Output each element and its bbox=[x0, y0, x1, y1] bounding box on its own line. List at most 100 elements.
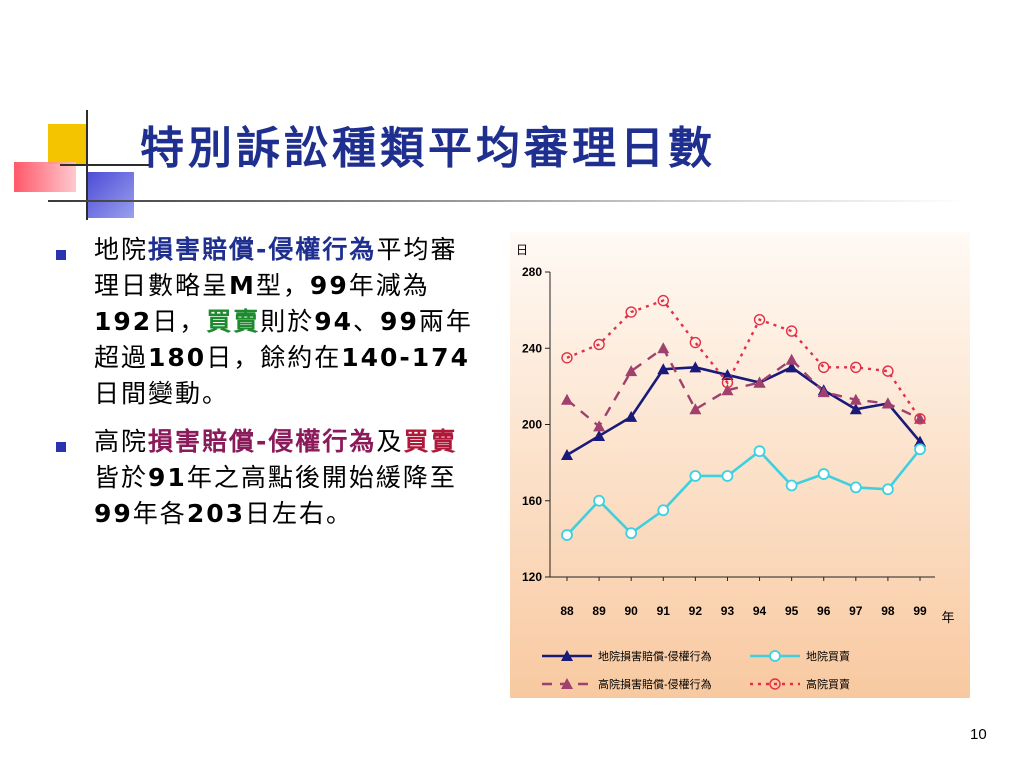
bullet-segment: 日間變動。 bbox=[94, 379, 230, 408]
data-point-triangle bbox=[561, 678, 573, 689]
data-point-circle bbox=[593, 494, 605, 507]
bullet-keyword: 買賣 bbox=[206, 307, 261, 336]
chart-container: 120 160 200 240 280 88 89 90 91 92 93 94 95 96 97 98 99 日… bbox=[510, 232, 970, 698]
data-point-circle bbox=[769, 650, 781, 662]
bullet-number: 192 bbox=[94, 307, 153, 336]
page-number: 10 bbox=[970, 726, 987, 743]
data-point-circle bbox=[849, 481, 862, 494]
data-point-triangle bbox=[881, 397, 894, 409]
data-point-circle bbox=[753, 313, 766, 326]
bullet-text: 高院損害賠償-侵權行為及買賣皆於91年之高點後開始緩降至 99年各203日左右。 bbox=[94, 424, 476, 532]
bullet-square-icon bbox=[56, 250, 66, 260]
series-line bbox=[566, 346, 921, 429]
data-point-triangle bbox=[689, 403, 702, 415]
data-point-circle bbox=[689, 336, 702, 349]
data-point-circle bbox=[721, 376, 734, 389]
data-point-triangle bbox=[721, 368, 734, 380]
data-point-triangle bbox=[689, 361, 702, 373]
bullet-segment: 日左右。 bbox=[245, 499, 354, 528]
data-point-triangle bbox=[593, 420, 606, 432]
y-tick-label: 160 bbox=[522, 494, 542, 508]
bullet-keyword: 買賣 bbox=[403, 427, 458, 456]
data-point-circle bbox=[625, 306, 637, 318]
bullet-segment: 年之高點後開始緩降至 bbox=[186, 463, 457, 492]
x-tick-label: 91 bbox=[657, 604, 671, 618]
bullet-keyword: 損害賠償 bbox=[148, 427, 257, 456]
bullet-item: 地院損害賠償-侵權行為平均審理日數略呈M型，99年減為192日，買賣則於94、9… bbox=[56, 232, 476, 412]
x-tick-label: 94 bbox=[753, 604, 767, 618]
x-tick-label: 97 bbox=[849, 604, 863, 618]
bullet-segment: 年各 bbox=[132, 499, 187, 528]
bullet-number: 203 bbox=[186, 499, 245, 528]
data-point-circle bbox=[817, 468, 830, 480]
data-point-triangle bbox=[657, 342, 670, 354]
legend-label: 地院損害賠償-侵權行為 bbox=[598, 649, 712, 663]
x-tick-label: 92 bbox=[689, 604, 703, 618]
bullet-number: 99 bbox=[94, 499, 133, 528]
bullet-segment: 、 bbox=[353, 307, 381, 336]
x-tick-label: 99 bbox=[913, 604, 927, 618]
data-point-circle bbox=[593, 338, 605, 351]
legend-label: 高院損害賠償-侵權行為 bbox=[598, 677, 712, 691]
data-point-circle bbox=[785, 325, 798, 337]
data-point-circle bbox=[561, 352, 573, 364]
data-point-circle bbox=[882, 365, 894, 377]
bullet-segment: 則於 bbox=[260, 307, 315, 336]
y-tick-label: 280 bbox=[522, 265, 542, 279]
x-tick-label: 95 bbox=[785, 604, 799, 618]
data-point-circle bbox=[914, 443, 926, 456]
data-point-circle bbox=[657, 504, 670, 517]
x-tick-label: 93 bbox=[721, 604, 735, 618]
bullet-keyword: 損害賠償 bbox=[148, 235, 257, 264]
data-point-triangle bbox=[785, 353, 798, 365]
data-point-triangle bbox=[561, 650, 573, 661]
x-tick-label: 89 bbox=[592, 604, 606, 618]
bullet-segment: 平均審理日數略呈 bbox=[94, 235, 458, 300]
data-point-circle bbox=[818, 361, 830, 374]
data-point-triangle bbox=[817, 386, 830, 398]
bullet-segment: 年減為 bbox=[348, 271, 430, 300]
title-rule bbox=[48, 200, 968, 202]
data-point-circle bbox=[914, 413, 926, 425]
bullet-square-icon bbox=[56, 442, 66, 452]
legend-label: 高院買賣 bbox=[806, 677, 850, 691]
y-tick-label: 240 bbox=[522, 341, 542, 355]
bullet-segment: 地院 bbox=[94, 235, 149, 264]
bullet-number: 140-174 bbox=[341, 343, 470, 372]
data-point-circle bbox=[689, 470, 702, 482]
bullet-segment: 日，餘約在 bbox=[206, 343, 342, 372]
x-axis-label: 年 bbox=[941, 610, 954, 625]
bullet-keyword: - bbox=[256, 427, 269, 456]
data-point-triangle bbox=[721, 384, 734, 396]
x-tick-label: 88 bbox=[560, 604, 574, 618]
decor-red-block bbox=[14, 162, 76, 192]
data-point-circle bbox=[657, 294, 669, 307]
data-point-circle bbox=[753, 445, 766, 458]
data-point-circle bbox=[721, 470, 734, 482]
data-point-triangle bbox=[849, 403, 862, 415]
data-point-triangle bbox=[785, 361, 798, 373]
y-tick-label: 200 bbox=[522, 418, 542, 432]
data-point-circle bbox=[769, 678, 781, 690]
line-chart: 120 160 200 240 280 88 89 90 91 92 93 94 95 96 97 98 99 日… bbox=[510, 232, 970, 698]
y-tick-label: 120 bbox=[522, 570, 542, 584]
bullet-item: 高院損害賠償-侵權行為及買賣皆於91年之高點後開始緩降至 99年各203日左右。 bbox=[56, 424, 476, 532]
series-line bbox=[566, 365, 921, 457]
data-point-triangle bbox=[625, 410, 638, 422]
bullet-segment: 型， bbox=[255, 271, 310, 300]
legend-label: 地院買賣 bbox=[806, 649, 850, 663]
data-point-triangle bbox=[561, 449, 573, 460]
decor-horizontal-line bbox=[60, 164, 150, 166]
bullet-number: 94 bbox=[314, 307, 354, 336]
bullet-list: 地院損害賠償-侵權行為平均審理日數略呈M型，99年減為192日，買賣則於94、9… bbox=[56, 232, 476, 544]
bullet-number: 99 bbox=[380, 307, 419, 336]
data-point-triangle bbox=[561, 393, 573, 405]
bullet-number: M bbox=[229, 271, 256, 300]
bullet-number: 99 bbox=[309, 271, 349, 300]
bullet-segment: 兩年超過 bbox=[94, 307, 473, 372]
data-point-circle bbox=[785, 479, 798, 492]
decor-yellow-block bbox=[48, 124, 88, 164]
data-point-triangle bbox=[753, 376, 766, 388]
bullet-number: 91 bbox=[148, 463, 187, 492]
x-tick-label: 90 bbox=[625, 604, 639, 618]
